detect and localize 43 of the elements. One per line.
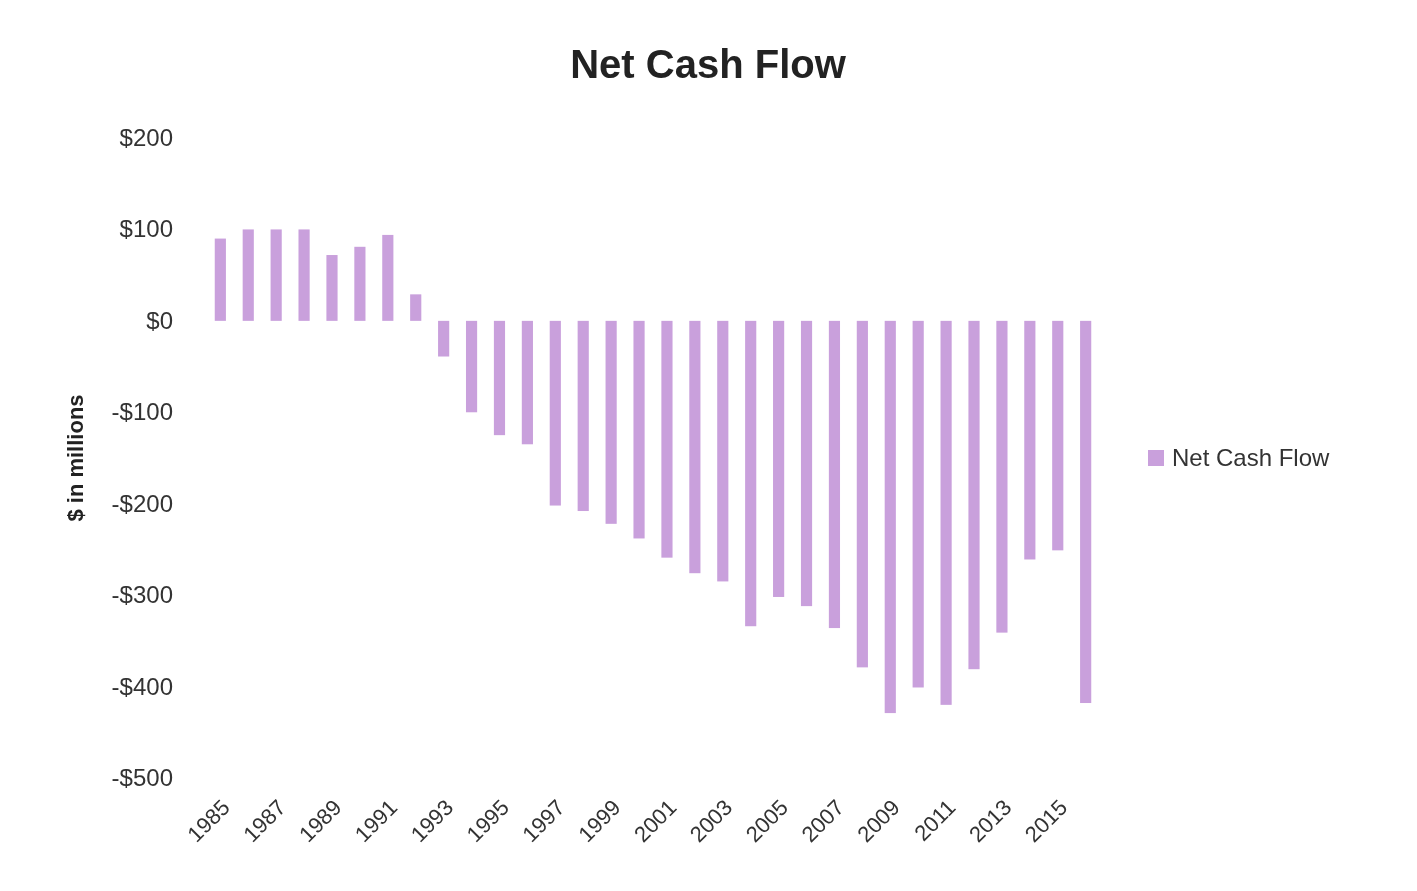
bar	[968, 320, 980, 670]
bar	[661, 320, 673, 558]
bar	[326, 255, 338, 321]
y-tick-label: -$500	[111, 764, 173, 791]
bar	[410, 294, 422, 321]
bar	[438, 320, 450, 357]
bar	[912, 320, 924, 688]
bar	[689, 320, 701, 574]
bar	[856, 320, 868, 668]
y-tick-label: $200	[119, 124, 173, 151]
bar	[773, 320, 785, 597]
y-tick-label: -$400	[111, 672, 173, 700]
bar	[493, 320, 506, 436]
bar	[605, 320, 617, 524]
y-tick-label: $100	[119, 215, 173, 243]
bar	[382, 234, 394, 321]
y-tick-label: -$300	[111, 581, 173, 609]
bar	[577, 320, 589, 512]
bar	[884, 320, 896, 714]
bar	[354, 246, 366, 321]
bar	[242, 229, 254, 321]
bar	[1052, 320, 1064, 551]
bar	[549, 320, 561, 506]
y-tick-label: $0	[146, 306, 173, 334]
y-axis-title: $ in millions	[63, 394, 88, 522]
bar	[521, 320, 533, 445]
bar	[717, 320, 729, 582]
bar	[298, 229, 310, 321]
bar	[996, 320, 1008, 633]
bar	[828, 320, 841, 629]
bar	[633, 320, 645, 539]
bar	[1080, 320, 1092, 704]
y-tick-label: -$200	[111, 489, 173, 517]
legend-label: Net Cash Flow	[1172, 444, 1331, 471]
bar	[465, 320, 478, 413]
chart-title: Net Cash Flow	[570, 42, 847, 86]
bar	[1024, 320, 1036, 560]
y-tick-label: -$100	[111, 398, 173, 426]
bar	[214, 238, 226, 321]
bar	[940, 320, 952, 705]
bar	[745, 320, 757, 627]
bar	[270, 229, 282, 321]
bar	[800, 320, 813, 607]
